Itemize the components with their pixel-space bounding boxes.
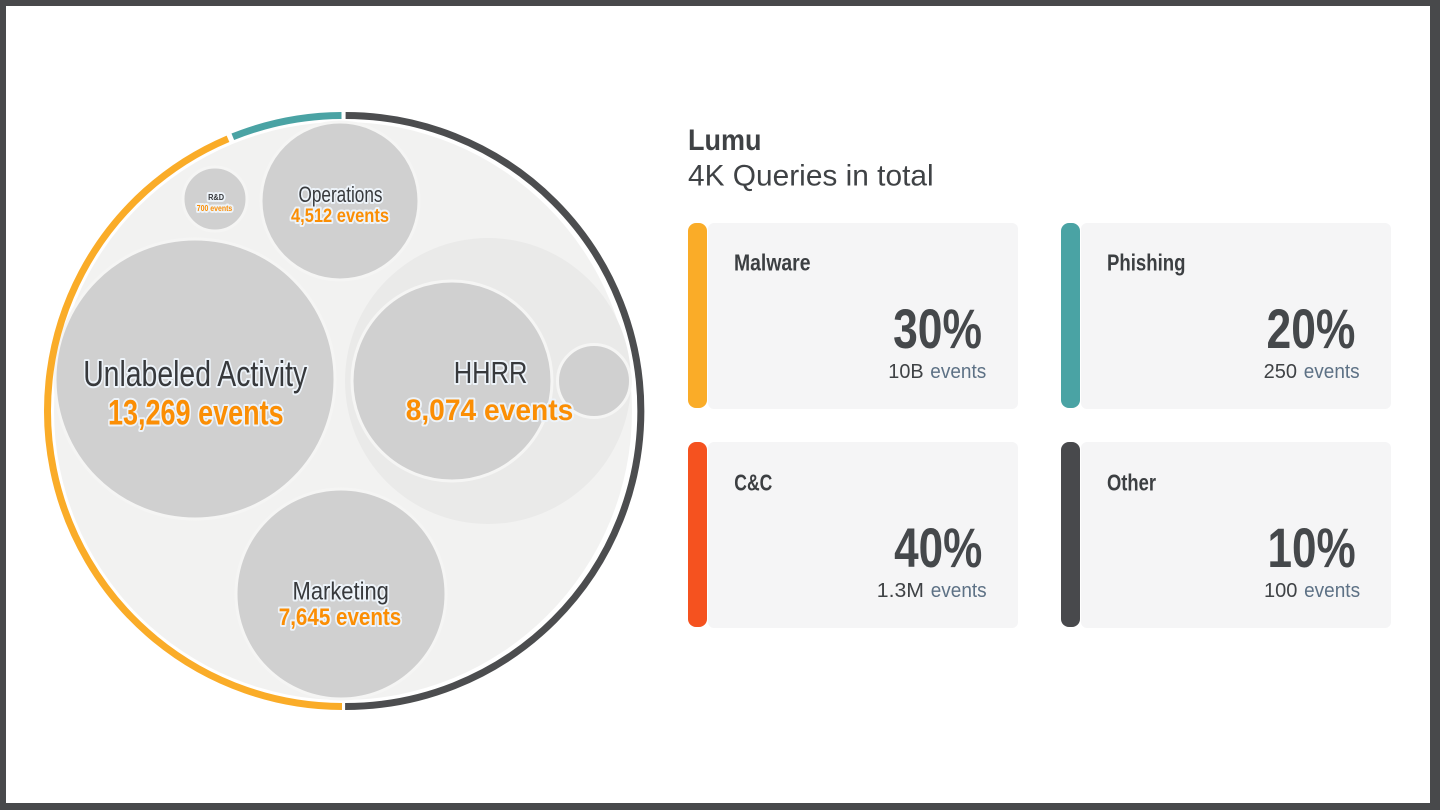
svg-text:events: events	[1304, 580, 1360, 602]
svg-text:C&C: C&C	[734, 469, 772, 495]
svg-text:40%: 40%	[894, 517, 982, 579]
svg-text:Marketing: Marketing	[293, 578, 389, 606]
svg-text:30%: 30%	[893, 298, 982, 360]
svg-text:Malware: Malware	[734, 249, 811, 275]
svg-text:events: events	[931, 580, 987, 602]
svg-text:Other: Other	[1107, 469, 1156, 495]
svg-text:13,269 events: 13,269 events	[108, 394, 284, 433]
svg-text:250: 250	[1264, 361, 1297, 383]
svg-text:4,512 events: 4,512 events	[291, 206, 389, 227]
svg-text:1.3M: 1.3M	[877, 580, 924, 602]
svg-text:700 events: 700 events	[197, 204, 233, 213]
svg-text:events: events	[930, 361, 986, 383]
svg-text:100: 100	[1264, 580, 1297, 602]
svg-text:10B: 10B	[888, 361, 923, 383]
svg-text:Lumu: Lumu	[688, 124, 762, 157]
svg-text:20%: 20%	[1267, 298, 1356, 360]
svg-text:8,074 events: 8,074 events	[406, 394, 574, 427]
svg-text:events: events	[1304, 361, 1360, 383]
svg-text:Phishing: Phishing	[1107, 249, 1186, 275]
svg-text:Operations: Operations	[299, 182, 383, 207]
svg-text:7,645 events: 7,645 events	[279, 604, 402, 631]
svg-text:10%: 10%	[1268, 517, 1356, 579]
svg-text:R&D: R&D	[208, 193, 224, 202]
svg-text:HHRR: HHRR	[454, 355, 528, 390]
svg-text:Unlabeled Activity: Unlabeled Activity	[83, 353, 307, 394]
svg-text:4K Queries in total: 4K Queries in total	[688, 160, 934, 193]
